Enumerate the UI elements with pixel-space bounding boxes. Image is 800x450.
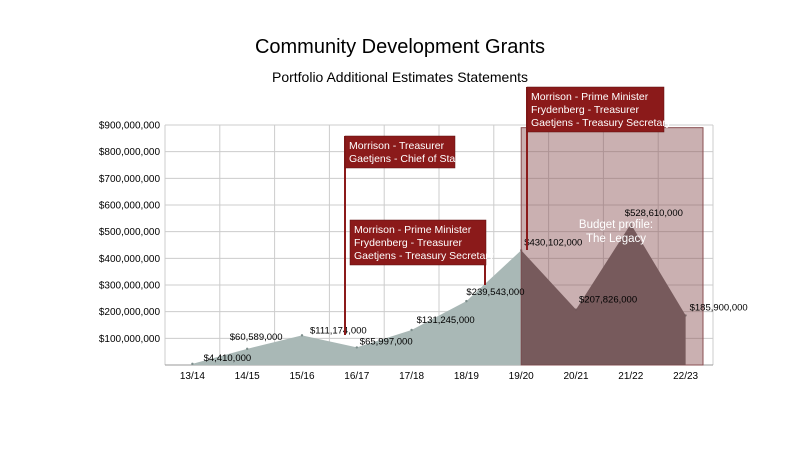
annotation-box (349, 219, 487, 266)
y-tick-label: $600,000,000 (99, 201, 161, 212)
x-tick-label: 21/22 (618, 371, 643, 382)
annotation-text: Morrison - Treasurer (349, 140, 445, 152)
x-tick-label: 15/16 (289, 371, 314, 382)
data-label: $131,245,000 (417, 315, 475, 326)
budget-profile-area (521, 224, 686, 365)
data-label: $239,543,000 (466, 287, 524, 298)
data-point (300, 334, 304, 337)
y-tick-label: $500,000,000 (99, 227, 161, 238)
data-label: $185,900,000 (690, 302, 748, 313)
annotation-text: Gaetjens - Treasury Secretary (531, 117, 672, 129)
y-tick-label: $900,000,000 (99, 121, 161, 132)
y-tick-label: $200,000,000 (99, 307, 161, 318)
annotation-box (344, 135, 456, 169)
y-tick-label: $800,000,000 (99, 147, 161, 158)
data-label: $528,610,000 (625, 208, 683, 219)
x-tick-label: 22/23 (673, 371, 698, 382)
data-point (465, 299, 468, 303)
data-point (410, 328, 413, 332)
budget-profile-label: The Legacy (586, 233, 646, 245)
x-tick-label: 19/20 (509, 371, 534, 382)
data-point (355, 346, 358, 349)
data-point (191, 362, 194, 366)
annotation-box (526, 86, 665, 133)
data-label: $111,174,000 (310, 325, 367, 336)
data-label: $207,826,000 (579, 295, 637, 306)
annotation-text: Morrison - Prime Minister (531, 91, 649, 103)
y-tick-label: $300,000,000 (99, 281, 161, 292)
chart-title: Community Development Grants (254, 36, 546, 58)
annotation-text: Morrison - Prime Minister (354, 224, 472, 236)
annotation-text: Gaetjens - Chief of Staff (349, 153, 461, 165)
annotation-text: Frydenberg - Treasurer (354, 237, 462, 249)
y-tick-label: $400,000,000 (99, 254, 161, 265)
data-point (246, 347, 249, 351)
x-tick-label: 17/18 (399, 371, 424, 382)
x-tick-label: 16/17 (344, 371, 369, 382)
x-tick-label: 18/19 (454, 371, 479, 382)
data-label: $65,997,000 (360, 336, 413, 347)
data-label: $60,589,000 (230, 332, 283, 343)
budget-profile-label: Budget profile: (579, 219, 653, 231)
data-label: $430,102,000 (524, 237, 582, 248)
x-tick-label: 13/14 (180, 371, 205, 382)
x-tick-label: 14/15 (235, 371, 260, 382)
data-label: $4,410,000 (204, 353, 252, 364)
annotation-text: Gaetjens - Treasury Secretary (354, 250, 495, 262)
chart-subtitle: Portfolio Additional Estimates Statement… (271, 69, 529, 85)
annotation-text: Frydenberg - Treasurer (531, 104, 639, 116)
y-tick-label: $100,000,000 (99, 334, 161, 345)
x-tick-label: 20/21 (563, 371, 588, 382)
y-tick-label: $700,000,000 (99, 174, 161, 185)
